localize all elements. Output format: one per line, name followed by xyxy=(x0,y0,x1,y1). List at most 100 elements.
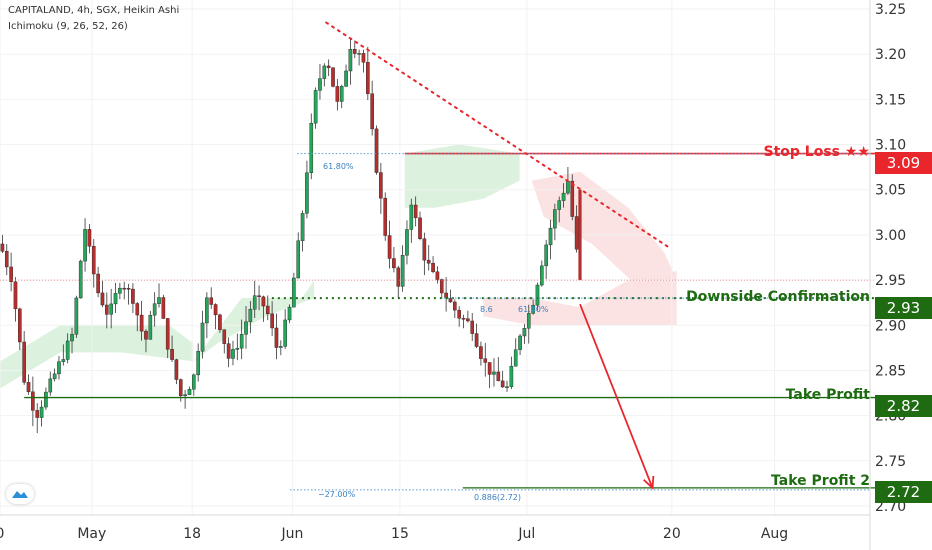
candle-body xyxy=(83,229,87,262)
candle-body xyxy=(496,371,501,382)
candle-body xyxy=(226,343,231,359)
stop-loss-price-badge: 3.09 xyxy=(875,152,932,174)
cloud-patch xyxy=(531,171,677,290)
candle-body xyxy=(105,304,109,315)
candle-body xyxy=(366,62,370,94)
candle-body xyxy=(526,313,531,329)
candle-body xyxy=(352,49,357,54)
candle-body xyxy=(492,371,496,375)
time-tick-label: 18 xyxy=(183,526,201,542)
candle-body xyxy=(318,78,322,91)
candle-body xyxy=(183,394,187,397)
candle-body xyxy=(265,305,270,315)
candle-body xyxy=(248,308,253,322)
chart-axes: 2.702.752.802.852.902.953.003.053.103.15… xyxy=(0,0,906,550)
candle-body xyxy=(305,172,309,214)
price-tick-label: 3.25 xyxy=(875,2,906,18)
resistance-trendline xyxy=(325,21,672,250)
fib-label-low-a: −27.00% xyxy=(318,490,356,499)
candle-body xyxy=(161,297,166,319)
candle-body xyxy=(557,200,562,210)
candle-body xyxy=(205,297,209,324)
candle-body xyxy=(544,244,548,267)
candle-body xyxy=(487,362,492,375)
candle-body xyxy=(152,303,157,316)
candle-body xyxy=(400,255,405,287)
candle-body xyxy=(200,322,205,352)
candle-body xyxy=(31,391,35,411)
candle-body xyxy=(566,180,570,194)
time-tick-label: Jun xyxy=(280,526,303,542)
candle-body xyxy=(109,303,113,315)
candle-body xyxy=(392,258,396,269)
candle-body xyxy=(296,240,301,279)
candle-body xyxy=(218,314,222,330)
candle-body xyxy=(222,329,227,344)
candle-body xyxy=(370,93,374,130)
candle-body xyxy=(531,304,535,314)
candle-series xyxy=(0,37,582,434)
candle-body xyxy=(383,197,388,236)
candle-body xyxy=(483,358,488,363)
fib-label-mid-a: 8.6 xyxy=(480,305,493,314)
candle-body xyxy=(466,318,470,322)
candle-body xyxy=(431,263,435,273)
candle-body xyxy=(435,271,440,280)
tradingview-logo-icon[interactable] xyxy=(6,484,34,504)
candle-body xyxy=(196,350,200,376)
candle-body xyxy=(548,227,553,246)
cloud-patch xyxy=(0,325,194,389)
candle-body xyxy=(87,229,92,247)
time-tick-label: 0 xyxy=(0,526,4,542)
candle-body xyxy=(22,341,26,383)
candle-body xyxy=(274,327,279,348)
candle-body xyxy=(39,406,44,418)
fib-label-low-b: 0.886(2.72) xyxy=(474,493,521,502)
candle-body xyxy=(96,273,100,294)
candle-body xyxy=(165,318,170,350)
candle-body xyxy=(470,320,475,334)
price-tick-label: 2.85 xyxy=(875,363,906,379)
candle-body xyxy=(500,380,505,388)
candle-body xyxy=(252,295,257,310)
candle-body xyxy=(144,330,148,340)
cloud-logo-icon xyxy=(12,491,28,498)
price-tick-label: 3.20 xyxy=(875,47,906,63)
target-arrow xyxy=(579,303,654,489)
candle-body xyxy=(357,53,361,55)
candle-body xyxy=(4,251,9,268)
ichimoku-cloud xyxy=(0,144,677,389)
candle-body xyxy=(574,216,579,250)
candle-body xyxy=(578,189,582,281)
candle-body xyxy=(78,260,83,299)
price-tick-label: 2.75 xyxy=(875,454,906,470)
candle-body xyxy=(418,217,422,239)
candle-body xyxy=(74,297,79,335)
take-profit-price-badge: 2.82 xyxy=(875,395,932,417)
candle-body xyxy=(448,298,453,303)
candle-body xyxy=(344,70,348,87)
candle-body xyxy=(374,128,379,173)
price-tick-label: 3.00 xyxy=(875,228,906,244)
candle-body xyxy=(209,297,214,305)
candle-body xyxy=(453,301,457,311)
candle-body xyxy=(126,288,131,290)
candle-body xyxy=(174,359,179,380)
candle-body xyxy=(139,314,144,332)
fib-labels: 61.80% 8.6 61.80% −27.00% 0.886(2.72) xyxy=(318,162,549,502)
candle-body xyxy=(70,334,74,342)
target-arrow-head xyxy=(643,475,655,490)
candle-body xyxy=(122,287,127,290)
candle-body xyxy=(100,292,105,306)
candle-body xyxy=(257,295,261,298)
candle-body xyxy=(61,359,66,362)
candle-body xyxy=(13,281,18,310)
candle-body xyxy=(396,267,401,287)
fib-label-upper: 61.80% xyxy=(323,162,354,171)
candle-body xyxy=(300,213,305,241)
candle-body xyxy=(231,349,235,359)
candle-body xyxy=(118,287,122,294)
chart-grid xyxy=(0,0,870,515)
candle-body xyxy=(509,366,514,387)
